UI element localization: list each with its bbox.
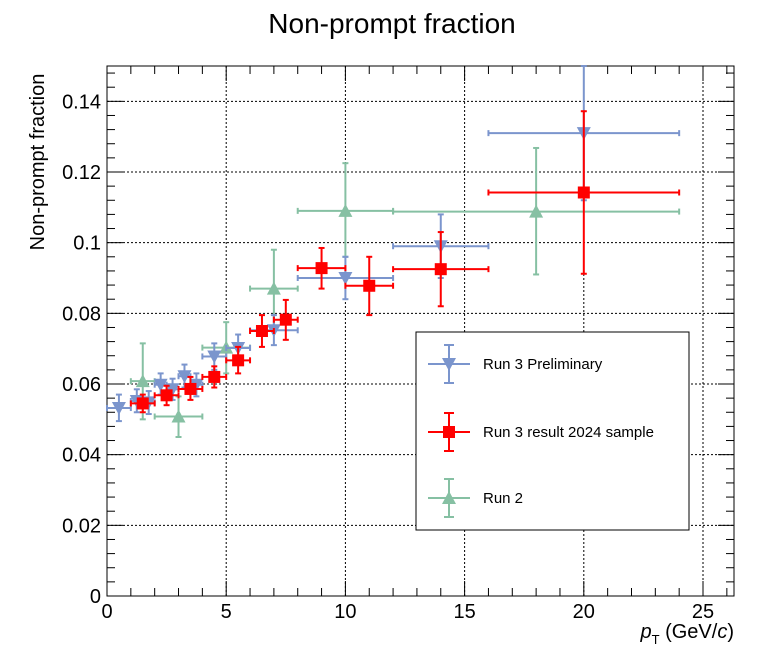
marker-square xyxy=(434,263,447,276)
data-point xyxy=(296,246,347,290)
y-tick-label: 0.1 xyxy=(73,233,101,255)
x-tick-label: 10 xyxy=(334,601,356,623)
marker-triangle-down xyxy=(338,272,353,285)
y-tick-label: 0.14 xyxy=(62,91,101,113)
legend-entry: Run 3 result 2024 sample xyxy=(428,412,654,452)
legend-label: Run 3 result 2024 sample xyxy=(483,424,654,441)
series-run-3-result-2024-sample xyxy=(129,110,681,414)
plot-frame xyxy=(106,65,735,597)
marker-square xyxy=(279,313,292,326)
marker-triangle-down xyxy=(111,402,126,416)
data-point xyxy=(272,298,299,341)
x-tick-label: 25 xyxy=(692,601,714,623)
data-point xyxy=(392,231,490,308)
data-point xyxy=(201,365,228,389)
x-axis-label-sub: T xyxy=(652,632,660,647)
marker-square xyxy=(315,262,328,275)
y-tick-label: 0.04 xyxy=(62,445,101,467)
marker-triangle-up xyxy=(266,281,281,295)
data-point xyxy=(344,255,395,317)
x-axis-label-c: c xyxy=(717,621,727,643)
data-point xyxy=(392,146,681,276)
legend-entry: Run 3 Preliminary xyxy=(428,344,603,384)
legend-label: Run 2 xyxy=(483,490,523,507)
marker-triangle-down xyxy=(153,378,168,392)
data-point xyxy=(153,384,180,407)
y-tick-label: 0.12 xyxy=(62,162,101,184)
data-point xyxy=(249,314,275,348)
y-tick-label: 0.08 xyxy=(62,303,101,325)
marker-square xyxy=(232,354,245,367)
marker-triangle-down xyxy=(207,350,222,364)
x-tick-label: 0 xyxy=(101,601,112,623)
x-axis-label: pT (GeV/c) xyxy=(639,621,734,647)
marker-triangle-up xyxy=(135,374,150,388)
marker-triangle-up xyxy=(529,204,544,218)
legend-entry: Run 2 xyxy=(428,478,523,518)
y-axis-label: Non-prompt fraction xyxy=(27,74,49,251)
y-tick-label: 0.02 xyxy=(62,515,101,537)
x-tick-label: 5 xyxy=(221,601,232,623)
marker-triangle-up xyxy=(171,409,186,423)
data-point xyxy=(296,162,395,258)
data-point xyxy=(129,393,156,414)
data-point xyxy=(487,110,681,275)
marker-triangle-up xyxy=(338,203,353,217)
x-axis-label-close: ) xyxy=(727,621,734,643)
marker-square xyxy=(136,397,149,410)
data-point xyxy=(153,395,204,438)
y-tick-label: 0.06 xyxy=(62,374,101,396)
legend-label: Run 3 Preliminary xyxy=(483,356,603,373)
axes: 0 5 10 15 20 25 0 0.02 0.04 0.06 0.08 0.1 0.12 0.14 xyxy=(62,65,735,623)
data-point xyxy=(296,255,395,301)
x-axis-label-unit: (GeV/ xyxy=(660,621,718,643)
y-tick-label: 0 xyxy=(90,586,101,608)
x-tick-label: 20 xyxy=(573,601,595,623)
marker-square xyxy=(208,370,221,383)
marker-square xyxy=(184,382,197,395)
marker-square xyxy=(255,325,268,337)
marker-triangle-down xyxy=(177,370,192,384)
chart-title: Non-prompt fraction xyxy=(268,8,515,39)
data-point xyxy=(177,375,204,401)
x-tick-label: 15 xyxy=(453,601,475,623)
legend: Run 3 Preliminary Run 3 result 2024 sampl… xyxy=(415,331,690,531)
marker-square xyxy=(160,389,173,402)
marker-square xyxy=(577,186,590,199)
marker-triangle-up xyxy=(442,491,456,504)
series-layer xyxy=(106,65,681,438)
marker-triangle-down xyxy=(442,358,456,371)
marker-square xyxy=(443,426,455,438)
data-point xyxy=(225,345,252,375)
marker-square xyxy=(363,279,376,292)
x-axis-label-p: p xyxy=(639,621,651,643)
